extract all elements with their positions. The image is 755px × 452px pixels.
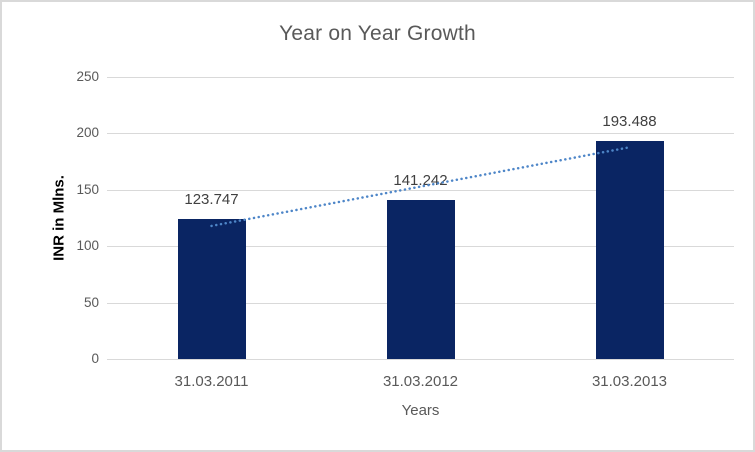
- y-tick-label: 50: [83, 294, 99, 310]
- x-tick-label: 31.03.2012: [382, 373, 459, 390]
- data-label: 193.488: [602, 112, 657, 130]
- x-axis-title: Years: [401, 402, 440, 419]
- x-tick-label: 31.03.2011: [174, 373, 249, 390]
- x-tick-label: 31.03.2013: [591, 373, 668, 390]
- y-tick-label: 150: [76, 181, 99, 197]
- y-tick-label: 100: [76, 238, 99, 254]
- bar-31.03.2011: [177, 219, 246, 359]
- gridline-0: [107, 359, 734, 360]
- data-label: 123.747: [184, 191, 239, 209]
- gridline-200: [107, 133, 734, 135]
- bar-31.03.2013: [595, 140, 664, 359]
- gridline-250: [107, 77, 734, 78]
- y-tick-label: 250: [76, 69, 99, 84]
- y-tick-label: 0: [91, 351, 99, 366]
- chart-title: Year on Year Growth: [279, 22, 476, 45]
- bar-31.03.2012: [386, 199, 455, 359]
- data-label: 141.242: [393, 171, 448, 189]
- y-tick-label: 200: [76, 125, 99, 141]
